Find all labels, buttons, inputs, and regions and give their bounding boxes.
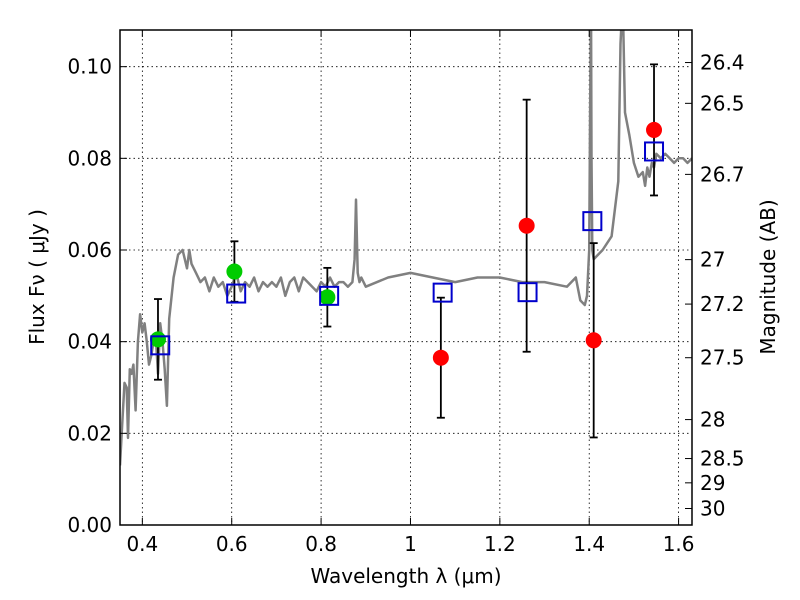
y2-tick-label: 28.5 — [700, 447, 745, 471]
y2-tick-label: 27 — [700, 248, 725, 272]
model-flux-square — [319, 285, 340, 306]
y2-tick-label: 29 — [700, 471, 725, 495]
x-tick-label: 0.8 — [305, 532, 337, 556]
y-tick-label: 0.06 — [67, 238, 112, 262]
green-data-point — [226, 263, 243, 280]
y2-tick-label: 27.5 — [700, 346, 745, 370]
model-flux-square — [432, 282, 453, 303]
x-axis: 0.4 0.6 0.8 1 1.2 1.4 1.6 — [126, 30, 695, 556]
x-axis-label: Wavelength λ (μm) — [310, 564, 501, 588]
y2-tick-label: 26.5 — [700, 91, 745, 115]
plot-frame — [119, 29, 693, 526]
y2-axis-label: Magnitude (AB) — [756, 199, 780, 354]
y-tick-label: 0.04 — [67, 330, 112, 354]
model-flux-square — [644, 141, 665, 162]
plot-area — [120, 30, 692, 466]
model-flux-square — [150, 335, 171, 356]
green-data-point — [319, 289, 336, 306]
x-tick-label: 1.6 — [663, 532, 695, 556]
x-tick-label: 1.4 — [573, 532, 605, 556]
x-tick-label: 1 — [404, 532, 417, 556]
x-tick-label: 0.4 — [126, 532, 158, 556]
y-axis-label: Flux Fν ( μJy ) — [25, 209, 49, 345]
y2-tick-label: 26.7 — [700, 162, 745, 186]
model-flux-square — [517, 282, 538, 303]
x-tick-label: 0.6 — [216, 532, 248, 556]
y-axis-left: 0.00 0.02 0.04 0.06 0.08 0.10 — [67, 55, 127, 537]
x-tick-label: 1.2 — [484, 532, 516, 556]
red-data-point — [432, 349, 449, 366]
red-data-point — [646, 121, 663, 138]
red-data-point — [518, 217, 535, 234]
y2-tick-label: 27.2 — [700, 292, 745, 316]
red-data-point — [585, 332, 602, 349]
y2-tick-label: 30 — [700, 497, 725, 521]
y2-tick-label: 28 — [700, 408, 725, 432]
y2-tick-label: 26.4 — [700, 51, 745, 75]
model-spectrum-line — [120, 30, 692, 466]
model-flux-square — [226, 283, 247, 304]
y-tick-label: 0.10 — [67, 55, 112, 79]
model-flux-square — [582, 211, 603, 232]
green-data-point — [149, 331, 166, 348]
y-tick-label: 0.08 — [67, 146, 112, 170]
y-tick-label: 0.00 — [67, 513, 112, 537]
y-tick-label: 0.02 — [67, 421, 112, 445]
